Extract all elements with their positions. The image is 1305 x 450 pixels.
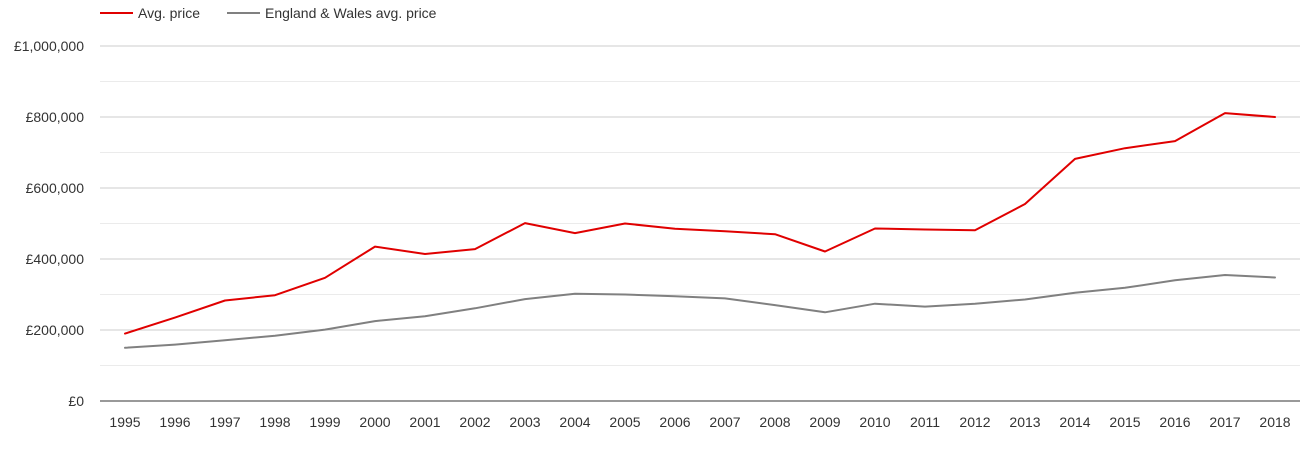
x-tick-label: 2001 bbox=[409, 414, 440, 430]
x-tick-label: 2017 bbox=[1209, 414, 1240, 430]
x-tick-label: 1997 bbox=[209, 414, 240, 430]
legend-label: England & Wales avg. price bbox=[265, 5, 437, 21]
x-tick-label: 2006 bbox=[659, 414, 690, 430]
legend-label: Avg. price bbox=[138, 5, 200, 21]
x-tick-label: 1996 bbox=[159, 414, 190, 430]
series-lines bbox=[124, 112, 1276, 349]
x-tick-label: 2002 bbox=[459, 414, 490, 430]
series-line-avg-price bbox=[124, 112, 1276, 335]
x-tick-label: 2010 bbox=[859, 414, 890, 430]
legend-item-england-wales-avg-price[interactable]: England & Wales avg. price bbox=[227, 5, 437, 21]
grid-lines bbox=[100, 45, 1300, 366]
x-tick-label: 2008 bbox=[759, 414, 790, 430]
x-tick-label: 1998 bbox=[259, 414, 290, 430]
x-tick-label: 1999 bbox=[309, 414, 340, 430]
x-tick-label: 2013 bbox=[1009, 414, 1040, 430]
y-tick-label: £200,000 bbox=[26, 322, 85, 338]
y-tick-label: £600,000 bbox=[26, 180, 85, 196]
y-tick-label: £1,000,000 bbox=[14, 38, 84, 54]
x-tick-label: 2000 bbox=[359, 414, 390, 430]
y-tick-label: £400,000 bbox=[26, 251, 85, 267]
x-tick-label: 2018 bbox=[1259, 414, 1290, 430]
x-tick-label: 2003 bbox=[509, 414, 540, 430]
x-tick-label: 2016 bbox=[1159, 414, 1190, 430]
x-tick-label: 2004 bbox=[559, 414, 590, 430]
x-tick-label: 2011 bbox=[910, 414, 940, 430]
legend-item-avg-price[interactable]: Avg. price bbox=[100, 5, 200, 21]
x-tick-labels: 1995 1996 1997 1998 1999 2000 2001 2002 2003 2004… bbox=[109, 414, 1290, 430]
x-tick-label: 2015 bbox=[1109, 414, 1140, 430]
x-tick-label: 2012 bbox=[959, 414, 990, 430]
y-tick-label: £800,000 bbox=[26, 109, 85, 125]
x-tick-label: 1995 bbox=[109, 414, 140, 430]
legend[interactable]: Avg. price England & Wales avg. price bbox=[100, 5, 437, 21]
y-tick-labels: £0 £200,000 £400,000 £600,000 £800,000 £1,000… bbox=[14, 38, 84, 409]
x-tick-label: 2007 bbox=[709, 414, 740, 430]
series-line-england-wales-avg-price bbox=[124, 274, 1276, 349]
x-tick-label: 2009 bbox=[809, 414, 840, 430]
x-tick-label: 2014 bbox=[1059, 414, 1090, 430]
x-tick-label: 2005 bbox=[609, 414, 640, 430]
y-tick-label: £0 bbox=[68, 393, 84, 409]
